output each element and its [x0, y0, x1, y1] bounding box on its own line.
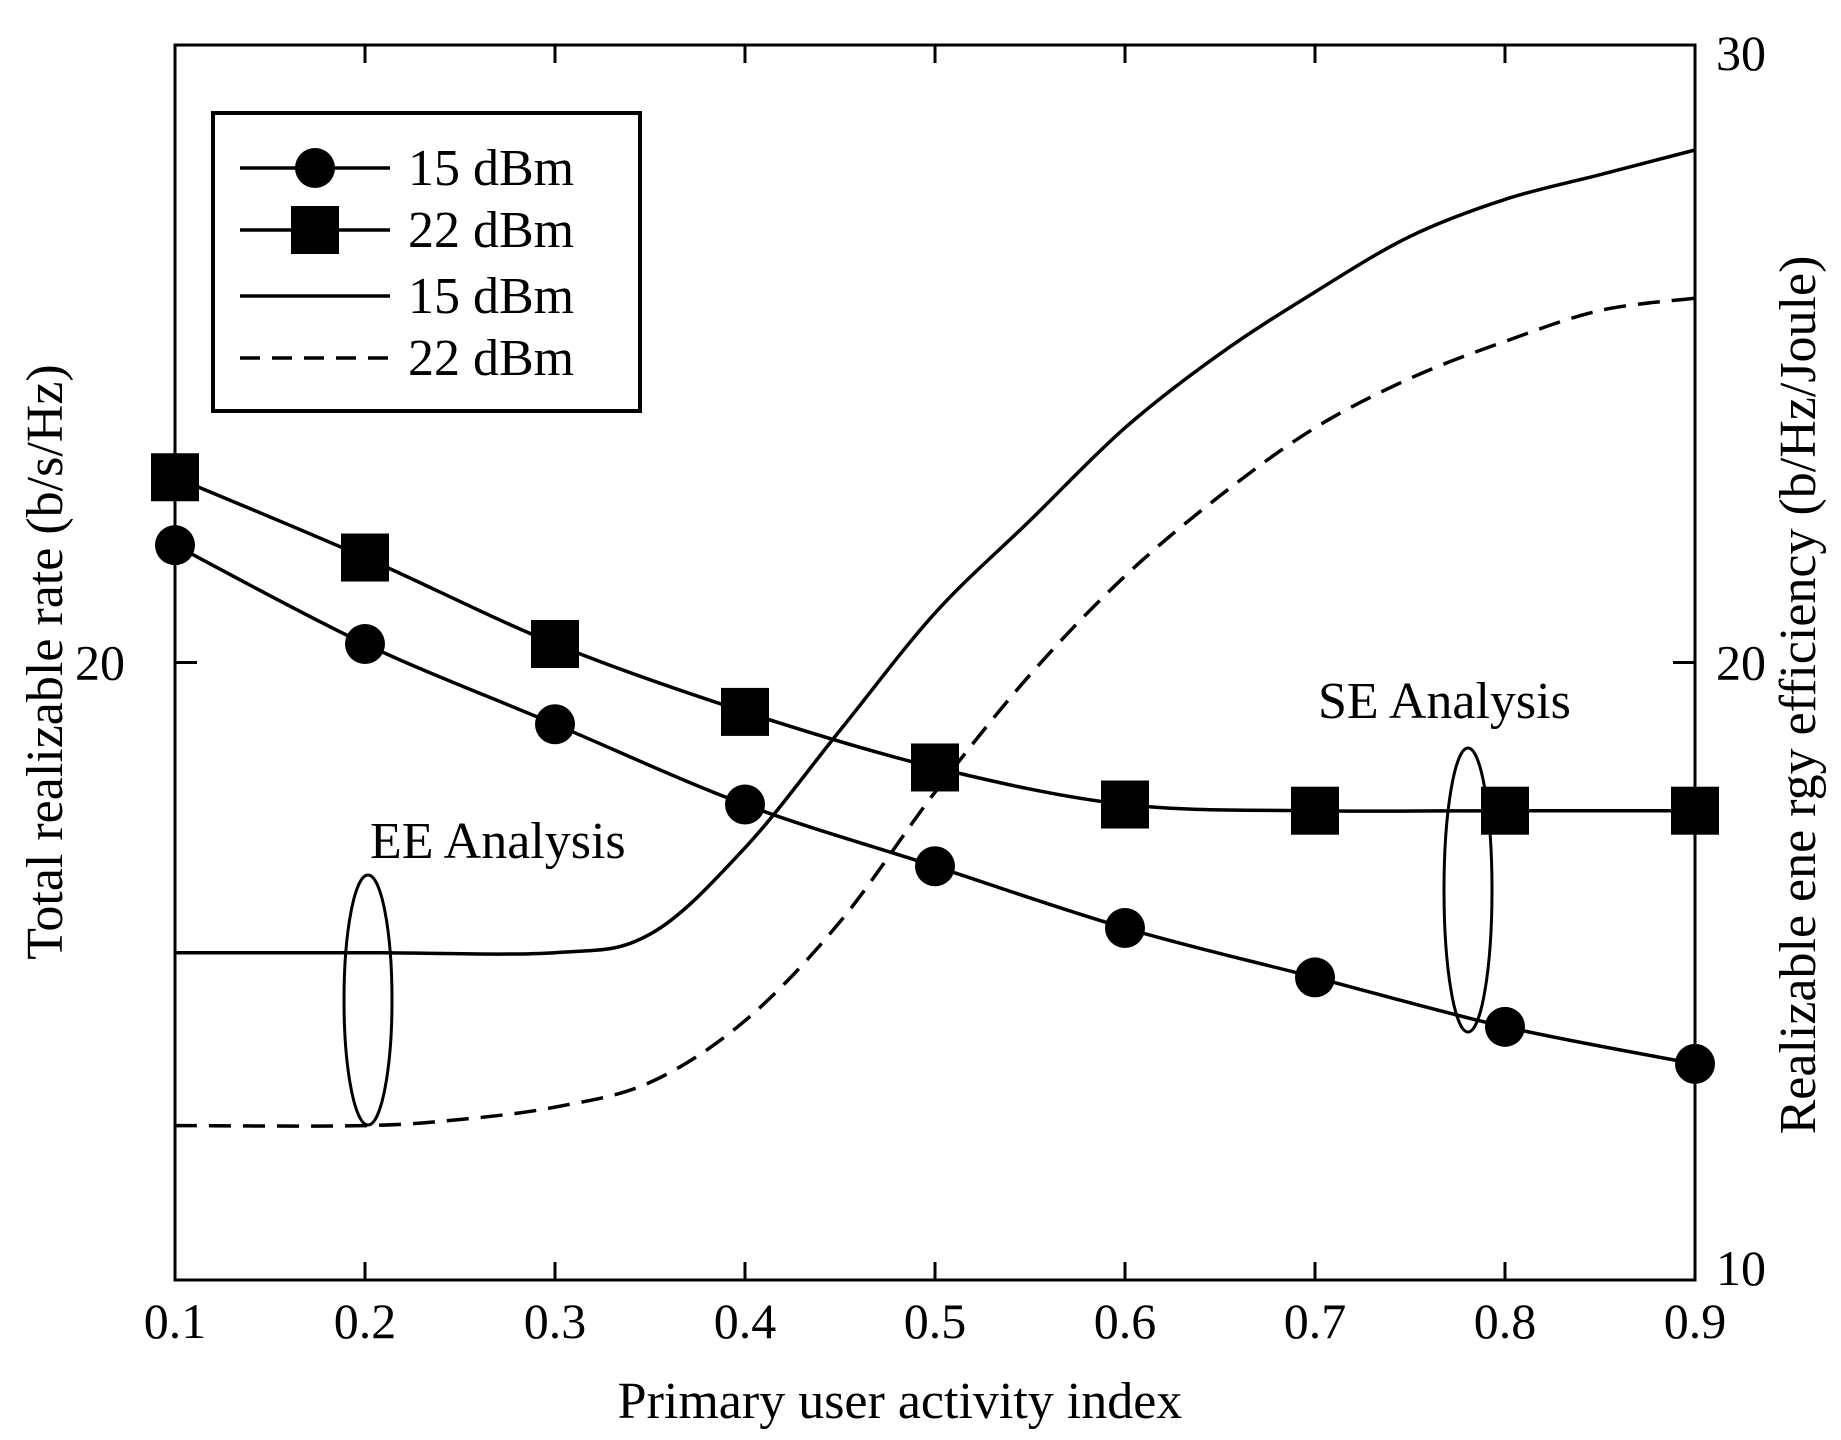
x-tick-label: 0.6 — [1094, 1293, 1157, 1349]
legend-box — [211, 111, 642, 413]
se-analysis-ellipse — [1442, 746, 1494, 1034]
x-tick-label: 0.8 — [1474, 1293, 1537, 1349]
right-y-tick-label: 30 — [1716, 25, 1766, 81]
left-y-tick-label: 20 — [75, 635, 125, 691]
x-tick-label: 0.5 — [904, 1293, 967, 1349]
ee-analysis-label: EE Analysis — [370, 813, 626, 870]
x-axis-title: Primary user activity index — [618, 1373, 1183, 1430]
legend-label-ee-15-dbm: 15 dBm — [408, 268, 574, 325]
data-point-square-se-22-dbm — [531, 619, 579, 668]
data-point-square-se-22-dbm — [1101, 780, 1149, 829]
legend-marker-square — [291, 206, 339, 254]
legend-label-se-22-dbm: 22 dBm — [408, 202, 574, 259]
data-point-square-se-22-dbm — [151, 453, 199, 502]
right-y-tick-label: 10 — [1716, 1240, 1766, 1296]
x-tick-label: 0.7 — [1284, 1293, 1347, 1349]
data-point-square-se-22-dbm — [341, 533, 389, 582]
x-tick-label: 0.1 — [144, 1293, 207, 1349]
x-tick-label: 0.4 — [714, 1293, 777, 1349]
x-tick-label: 0.2 — [334, 1293, 397, 1349]
series-line-se-15-dbm — [174, 543, 1696, 1066]
data-point-square-se-22-dbm — [911, 743, 959, 792]
data-point-circle-se-15-dbm — [1295, 957, 1335, 998]
right-y-axis-ticks: 10 20 30 — [1673, 25, 1766, 1296]
data-point-circle-se-15-dbm — [725, 784, 765, 825]
x-axis-ticks: 0.1 0.2 0.3 0.4 0.5 0.6 0.7 0.8 0.9 — [144, 45, 1727, 1349]
data-point-circle-se-15-dbm — [1675, 1043, 1715, 1084]
left-y-axis-title: Total realizable rate (b/s/Hz) — [17, 364, 74, 960]
left-y-axis-ticks: 20 — [75, 635, 197, 691]
ee-analysis-ellipse — [342, 873, 394, 1127]
right-y-tick-label: 20 — [1716, 635, 1766, 691]
data-point-circle-se-15-dbm — [1105, 908, 1145, 949]
series-line-ee-22-dbm — [174, 296, 1696, 1128]
data-point-square-se-22-dbm — [1671, 786, 1719, 835]
data-point-square-se-22-dbm — [1291, 786, 1339, 835]
data-point-circle-se-15-dbm — [915, 846, 955, 887]
data-point-circle-se-15-dbm — [345, 623, 385, 664]
series-layer — [151, 148, 1719, 1128]
legend-marker-circle — [295, 148, 335, 188]
se-analysis-label: SE Analysis — [1318, 673, 1571, 730]
data-point-circle-se-15-dbm — [1485, 1006, 1525, 1047]
x-tick-label: 0.9 — [1664, 1293, 1727, 1349]
annotations: EE Analysis SE Analysis — [342, 673, 1571, 1127]
data-point-circle-se-15-dbm — [535, 704, 575, 745]
x-tick-label: 0.3 — [524, 1293, 587, 1349]
data-point-square-se-22-dbm — [721, 687, 769, 736]
legend-label-ee-22-dbm: 22 dBm — [408, 330, 574, 387]
series-line-ee-15-dbm — [175, 148, 1696, 956]
right-y-axis-title: Realizable ene rgy efficiency (b/Hz/Joul… — [1770, 256, 1827, 1135]
data-point-circle-se-15-dbm — [155, 525, 195, 566]
legend-label-se-15-dbm: 15 dBm — [408, 140, 574, 197]
